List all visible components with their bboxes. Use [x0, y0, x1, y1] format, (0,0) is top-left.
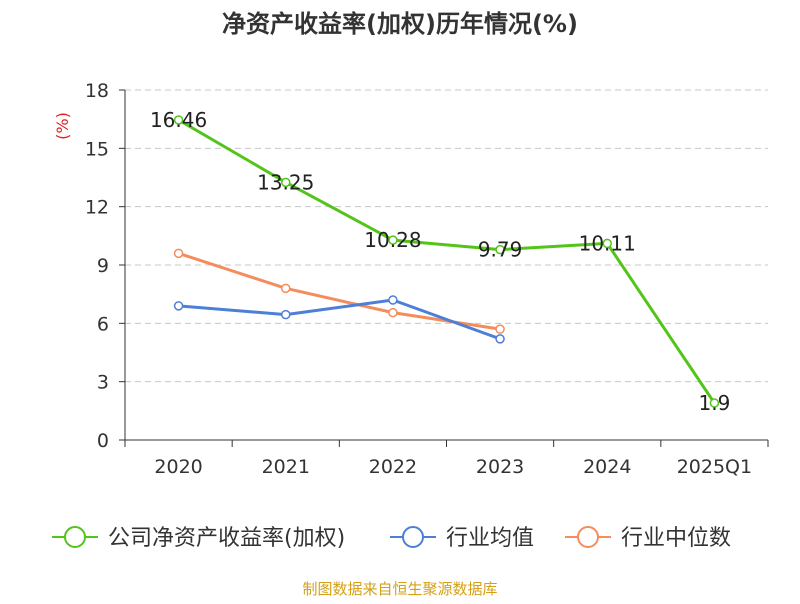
legend-label: 公司净资产收益率(加权)	[108, 526, 345, 551]
x-tick-label: 2020	[154, 456, 202, 478]
data-point[interactable]	[602, 238, 612, 249]
data-label-layer: 16.46 13.25 10.28 9.79 10.11 1.9	[150, 108, 730, 415]
data-point[interactable]	[173, 115, 184, 125]
y-tick-label: 18	[85, 80, 109, 102]
legend-item-0[interactable]: 公司净资产收益率(加权)	[52, 526, 345, 551]
y-tick-label: 9	[97, 255, 109, 277]
data-label: 10.28	[364, 228, 421, 252]
data-point[interactable]	[495, 334, 505, 344]
data-point[interactable]	[281, 283, 291, 294]
chart-title: 净资产收益率(加权)历年情况(%)	[222, 10, 578, 38]
series-0	[173, 115, 720, 408]
y-tick-label: 6	[97, 313, 109, 335]
y-tick-label: 15	[85, 138, 109, 160]
legend-marker	[402, 526, 424, 548]
data-point[interactable]	[281, 309, 291, 320]
data-point[interactable]	[495, 244, 505, 255]
data-point[interactable]	[388, 295, 398, 305]
series-layer	[173, 115, 720, 408]
source-note: 制图数据来自恒生聚源数据库	[302, 580, 497, 598]
legend-marker	[64, 526, 86, 548]
data-label: 16.46	[150, 108, 207, 132]
data-label: 13.25	[257, 170, 314, 194]
data-point[interactable]	[388, 307, 398, 318]
x-tick-label: 2023	[476, 456, 524, 478]
legend: 公司净资产收益率(加权) 行业均值 行业中位数	[52, 526, 731, 551]
legend-item-1[interactable]: 行业均值	[390, 526, 534, 551]
y-tick-label: 0	[97, 430, 109, 452]
series-line	[177, 118, 716, 404]
data-label: 9.79	[478, 238, 523, 262]
data-point[interactable]	[173, 301, 184, 311]
data-point[interactable]	[495, 324, 505, 334]
x-tick-label: 2021	[262, 456, 310, 478]
y-tick-label: 12	[85, 197, 109, 219]
data-label: 10.11	[579, 231, 636, 255]
x-tick-label: 2025Q1	[677, 456, 752, 478]
x-tick-label: 2022	[369, 456, 417, 478]
series-2	[173, 248, 505, 334]
series-1	[173, 295, 505, 344]
series-line	[178, 298, 501, 341]
data-point[interactable]	[173, 248, 184, 259]
legend-item-2[interactable]: 行业中位数	[565, 526, 731, 551]
data-point[interactable]	[281, 177, 291, 188]
data-point[interactable]	[388, 235, 398, 245]
axis-layer: 0 3 6 9 12 15 18 2020 2021 2022 2023 2024 2025Q1	[85, 80, 769, 478]
data-point[interactable]	[709, 398, 720, 408]
legend-label: 行业中位数	[621, 526, 731, 551]
y-axis-label: (%)	[53, 112, 72, 140]
data-label: 1.9	[699, 391, 731, 415]
y-tick-label: 3	[97, 372, 109, 394]
legend-marker	[577, 526, 599, 548]
x-tick-label: 2024	[583, 456, 631, 478]
legend-label: 行业均值	[446, 526, 534, 551]
